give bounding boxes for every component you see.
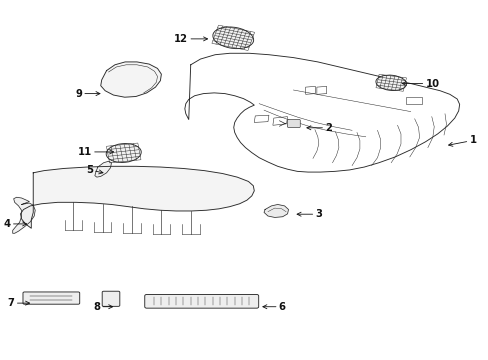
Ellipse shape (375, 75, 406, 90)
Text: 7: 7 (8, 298, 29, 308)
Text: 11: 11 (78, 147, 113, 157)
Text: 12: 12 (174, 34, 207, 44)
Polygon shape (264, 204, 288, 217)
FancyBboxPatch shape (23, 292, 80, 304)
FancyBboxPatch shape (144, 294, 258, 308)
Polygon shape (20, 166, 254, 228)
Text: 4: 4 (3, 219, 26, 229)
Text: 9: 9 (75, 89, 100, 99)
Text: 1: 1 (447, 135, 476, 146)
Text: 2: 2 (306, 123, 331, 133)
Text: 3: 3 (297, 209, 322, 219)
FancyBboxPatch shape (287, 120, 300, 127)
Text: 5: 5 (86, 165, 103, 175)
Polygon shape (101, 62, 161, 97)
Ellipse shape (106, 144, 141, 162)
FancyBboxPatch shape (102, 291, 120, 306)
Polygon shape (95, 161, 111, 177)
Text: 10: 10 (402, 78, 439, 89)
Ellipse shape (212, 27, 253, 49)
Polygon shape (13, 197, 35, 233)
Text: 8: 8 (93, 302, 112, 312)
Text: 6: 6 (263, 302, 285, 312)
